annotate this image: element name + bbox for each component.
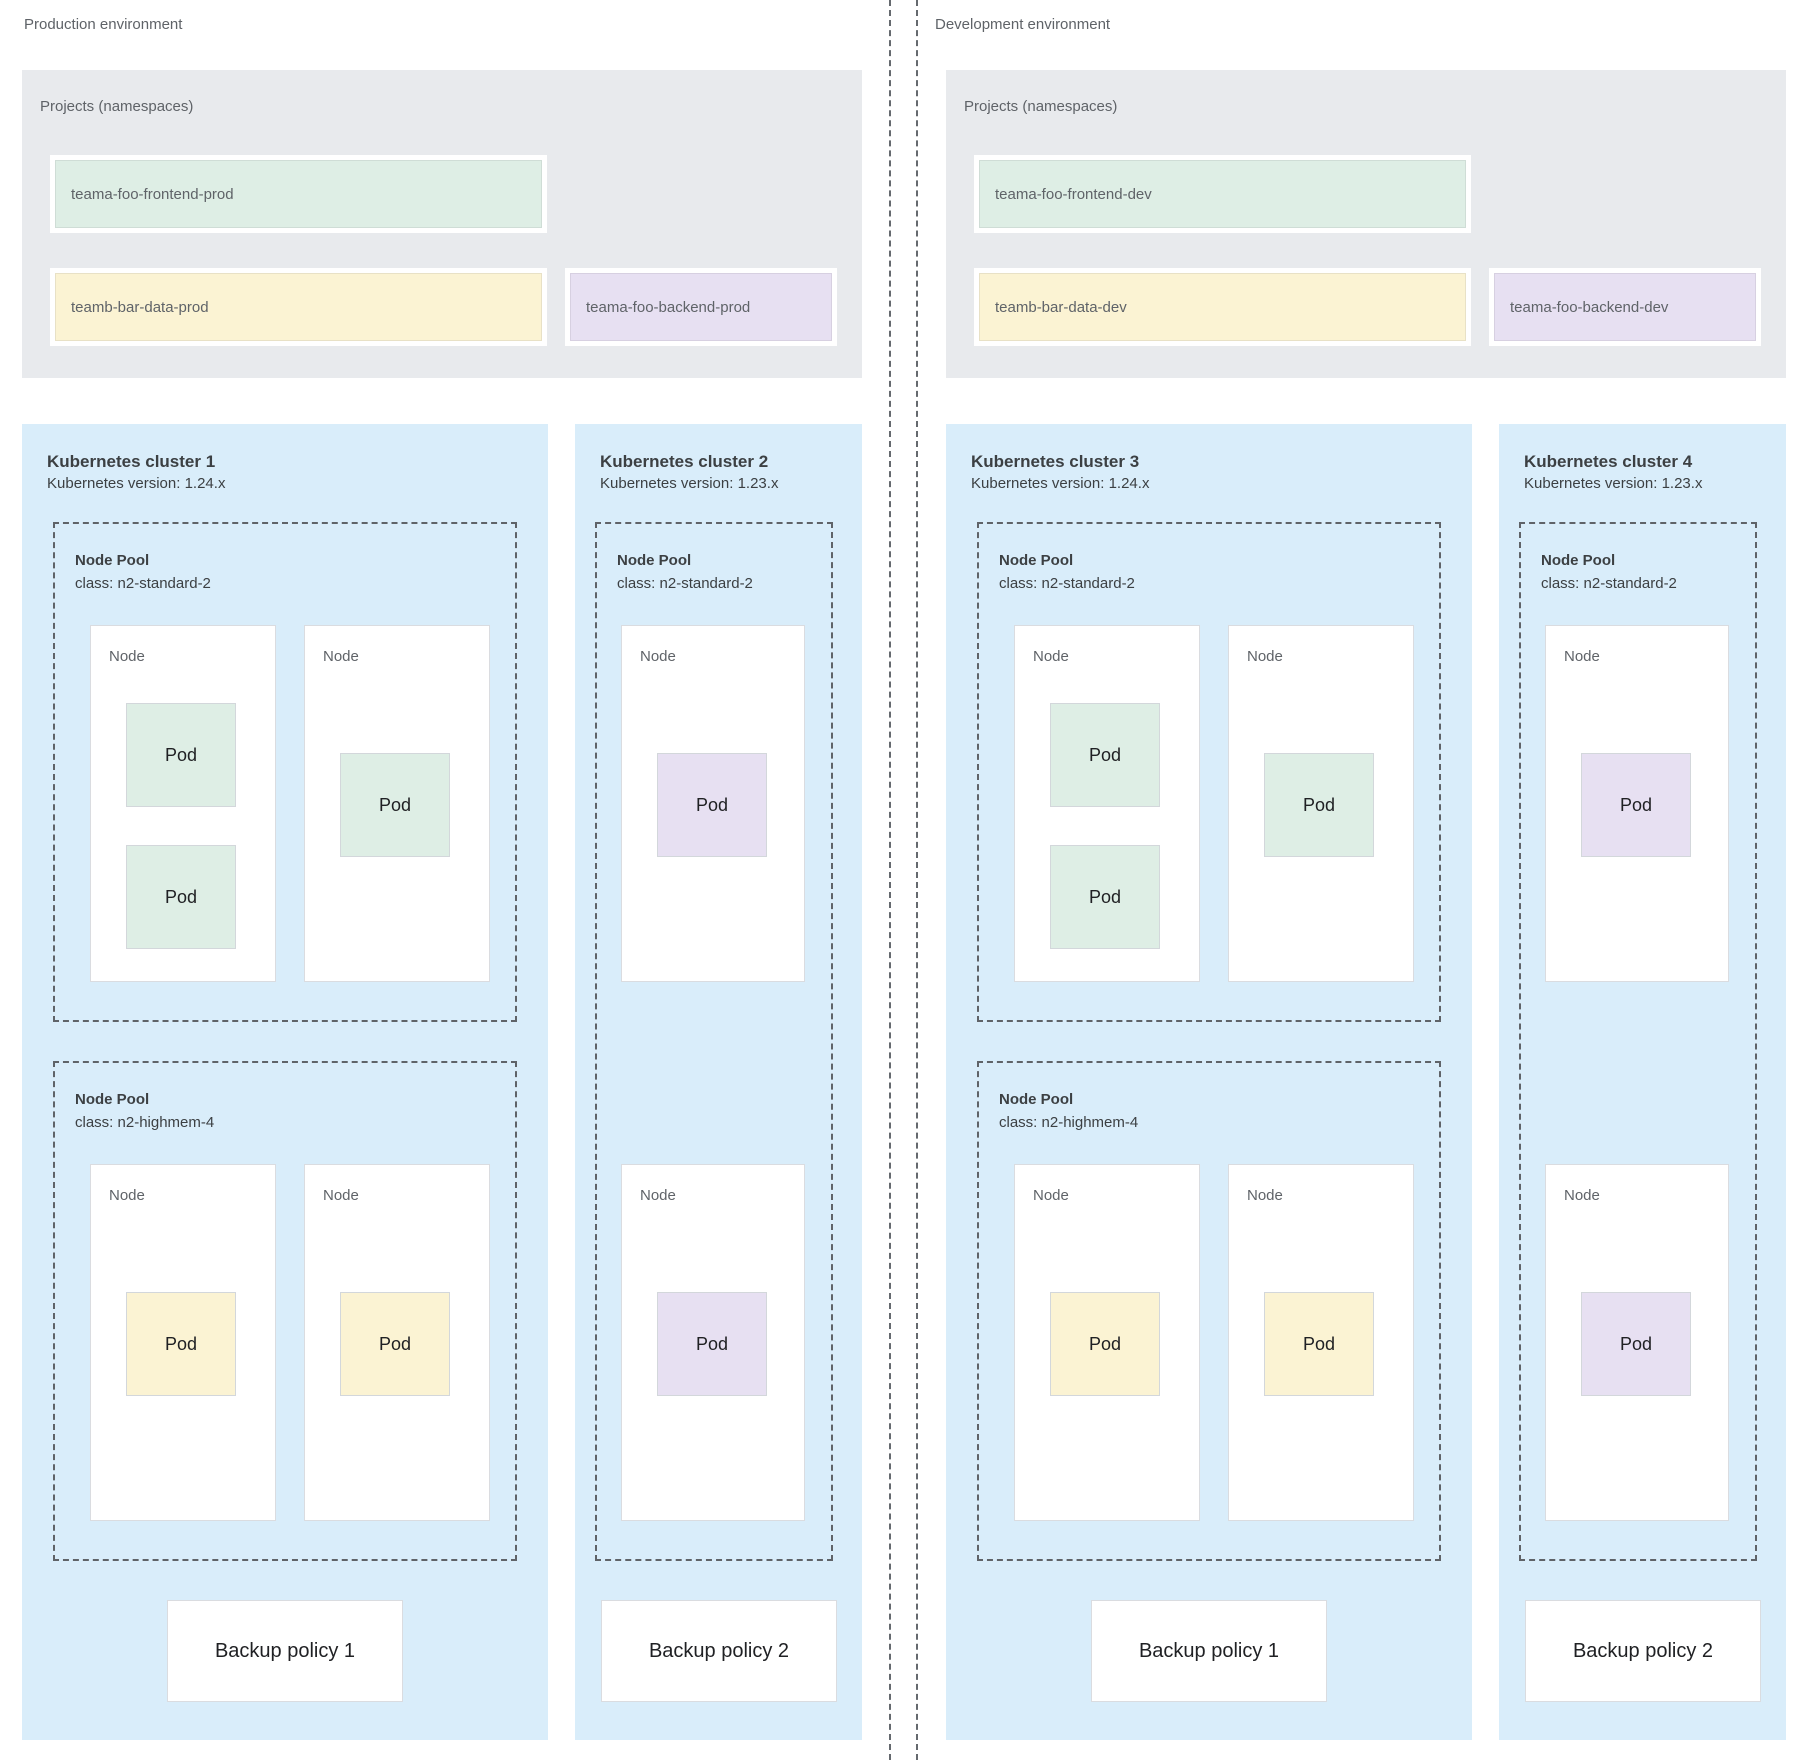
pod: Pod xyxy=(1050,703,1160,807)
node-label: Node xyxy=(1247,1187,1283,1204)
namespace-teama-foo-frontend-prod: teama-foo-frontend-prod xyxy=(50,155,547,233)
node-box: Node Pod xyxy=(304,625,490,982)
pod: Pod xyxy=(126,845,236,949)
pod: Pod xyxy=(1264,753,1374,857)
node-box: Node Pod xyxy=(304,1164,490,1521)
pod: Pod xyxy=(340,753,450,857)
environment-divider-line-left xyxy=(889,0,891,1760)
node-label: Node xyxy=(1033,1187,1069,1204)
namespace-teamb-bar-data-dev: teamb-bar-data-dev xyxy=(974,268,1471,346)
pod: Pod xyxy=(1581,753,1691,857)
pod: Pod xyxy=(657,753,767,857)
node-label: Node xyxy=(1247,648,1283,665)
cluster-title: Kubernetes cluster 3 xyxy=(971,452,1140,471)
node-pool-title: Node Pool xyxy=(999,1091,1074,1108)
node-label: Node xyxy=(1033,648,1069,665)
dev-projects-box: Projects (namespaces) teama-foo-frontend… xyxy=(946,70,1786,378)
kubernetes-cluster-4: Kubernetes cluster 4 Kubernetes version:… xyxy=(1499,424,1786,1740)
environment-divider-line-right xyxy=(916,0,918,1760)
node-pool-title: Node Pool xyxy=(75,552,150,569)
production-environment-label: Production environment xyxy=(24,16,183,33)
kubernetes-cluster-1: Kubernetes cluster 1 Kubernetes version:… xyxy=(22,424,548,1740)
kubernetes-cluster-2: Kubernetes cluster 2 Kubernetes version:… xyxy=(575,424,862,1740)
cluster-title: Kubernetes cluster 1 xyxy=(47,452,216,471)
node-pool-standard: Node Pool class: n2-standard-2 Node Pod … xyxy=(977,522,1441,1022)
node-label: Node xyxy=(109,1187,145,1204)
namespace-teama-foo-frontend-dev: teama-foo-frontend-dev xyxy=(974,155,1471,233)
projects-title: Projects (namespaces) xyxy=(40,98,194,115)
node-box: Node Pod Pod xyxy=(90,625,276,982)
prod-projects-box: Projects (namespaces) teama-foo-frontend… xyxy=(22,70,862,378)
backup-policy-1: Backup policy 1 xyxy=(1091,1600,1327,1702)
backup-policy-2: Backup policy 2 xyxy=(1525,1600,1761,1702)
node-box: Node Pod xyxy=(1228,1164,1414,1521)
node-box: Node Pod xyxy=(1014,1164,1200,1521)
node-pool-class: class: n2-standard-2 xyxy=(617,575,753,592)
node-pool-class: class: n2-standard-2 xyxy=(1541,575,1677,592)
kubernetes-cluster-3: Kubernetes cluster 3 Kubernetes version:… xyxy=(946,424,1472,1740)
pod: Pod xyxy=(1264,1292,1374,1396)
node-pool-standard: Node Pool class: n2-standard-2 Node Pod … xyxy=(1519,522,1757,1561)
node-pool-class: class: n2-standard-2 xyxy=(999,575,1135,592)
production-environment: Production environment Projects (namespa… xyxy=(22,0,862,1760)
node-pool-class: class: n2-standard-2 xyxy=(75,575,211,592)
node-pool-class: class: n2-highmem-4 xyxy=(75,1114,215,1131)
node-box: Node Pod xyxy=(1545,1164,1729,1521)
node-pool-highmem: Node Pool class: n2-highmem-4 Node Pod N… xyxy=(53,1061,517,1561)
node-label: Node xyxy=(1564,1187,1600,1204)
node-pool-title: Node Pool xyxy=(1541,552,1616,569)
node-label: Node xyxy=(1564,648,1600,665)
namespace-teama-foo-backend-prod: teama-foo-backend-prod xyxy=(565,268,837,346)
cluster-version: Kubernetes version: 1.24.x xyxy=(47,475,226,492)
cluster-title: Kubernetes cluster 2 xyxy=(600,452,769,471)
node-label: Node xyxy=(323,1187,359,1204)
development-environment: Development environment Projects (namesp… xyxy=(935,0,1786,1760)
pod: Pod xyxy=(126,703,236,807)
node-pool-title: Node Pool xyxy=(75,1091,150,1108)
namespace-teamb-bar-data-prod: teamb-bar-data-prod xyxy=(50,268,547,346)
node-pool-standard: Node Pool class: n2-standard-2 Node Pod … xyxy=(53,522,517,1022)
pod: Pod xyxy=(1050,1292,1160,1396)
node-box: Node Pod Pod xyxy=(1014,625,1200,982)
node-box: Node Pod xyxy=(1228,625,1414,982)
pod: Pod xyxy=(1581,1292,1691,1396)
node-box: Node Pod xyxy=(621,625,805,982)
backup-policy-2: Backup policy 2 xyxy=(601,1600,837,1702)
node-label: Node xyxy=(640,648,676,665)
cluster-version: Kubernetes version: 1.23.x xyxy=(600,475,779,492)
node-label: Node xyxy=(640,1187,676,1204)
pod: Pod xyxy=(340,1292,450,1396)
development-environment-label: Development environment xyxy=(935,16,1111,33)
node-pool-title: Node Pool xyxy=(617,552,692,569)
backup-policy-1: Backup policy 1 xyxy=(167,1600,403,1702)
cluster-title: Kubernetes cluster 4 xyxy=(1524,452,1693,471)
cluster-version: Kubernetes version: 1.23.x xyxy=(1524,475,1703,492)
cluster-version: Kubernetes version: 1.24.x xyxy=(971,475,1150,492)
node-box: Node Pod xyxy=(1545,625,1729,982)
node-pool-title: Node Pool xyxy=(999,552,1074,569)
pod: Pod xyxy=(1050,845,1160,949)
node-pool-highmem: Node Pool class: n2-highmem-4 Node Pod N… xyxy=(977,1061,1441,1561)
pod: Pod xyxy=(657,1292,767,1396)
namespace-teama-foo-backend-dev: teama-foo-backend-dev xyxy=(1489,268,1761,346)
node-label: Node xyxy=(109,648,145,665)
node-pool-standard: Node Pool class: n2-standard-2 Node Pod … xyxy=(595,522,833,1561)
projects-title: Projects (namespaces) xyxy=(964,98,1118,115)
node-box: Node Pod xyxy=(90,1164,276,1521)
pod: Pod xyxy=(126,1292,236,1396)
node-pool-class: class: n2-highmem-4 xyxy=(999,1114,1139,1131)
node-box: Node Pod xyxy=(621,1164,805,1521)
node-label: Node xyxy=(323,648,359,665)
